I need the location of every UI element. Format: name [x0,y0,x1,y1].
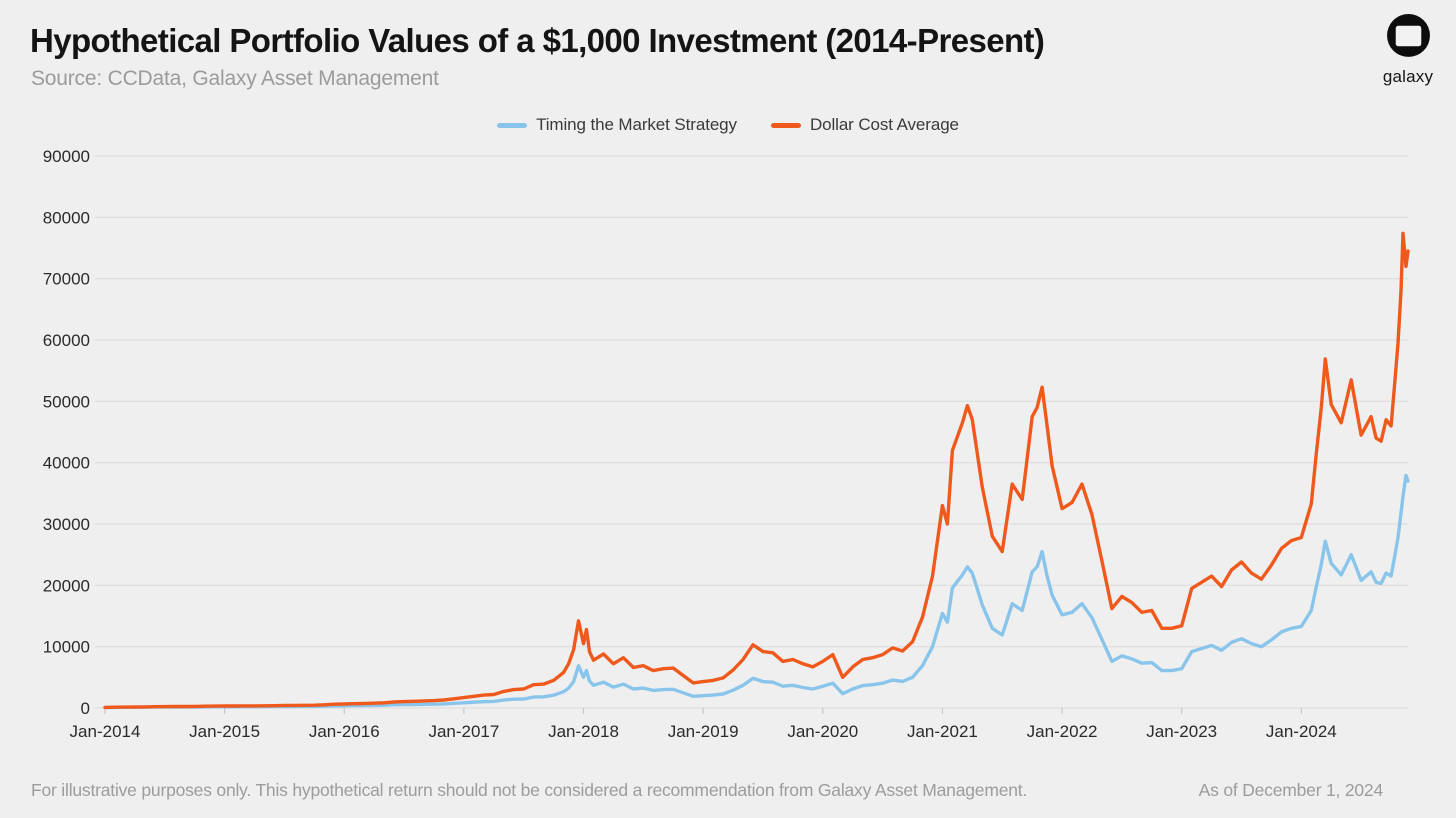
y-axis-tick-label: 20000 [43,576,90,595]
y-axis-tick-label: 40000 [43,454,90,473]
series-line-dollar-cost-average [103,231,1410,710]
galaxy-logo: galaxy [1378,14,1438,87]
legend-label-timing: Timing the Market Strategy [536,115,737,134]
x-axis-tick-label: Jan-2022 [1027,722,1098,741]
x-axis-tick-label: Jan-2015 [189,722,260,741]
timing-line-swatch-icon [497,122,528,128]
dca-line-swatch-icon [770,122,801,128]
y-axis-tick-label: 50000 [43,392,90,411]
y-axis-tick-label: 60000 [43,331,90,350]
x-axis-tick-label: Jan-2017 [428,722,499,741]
x-axis-tick-label: Jan-2019 [668,722,739,741]
x-axis-tick-label: Jan-2021 [907,722,978,741]
y-axis-tick-label: 90000 [43,147,90,166]
as-of-date: As of December 1, 2024 [1198,780,1384,800]
y-axis-tick-label: 10000 [43,638,90,657]
y-axis-tick-label: 0 [81,699,90,718]
galaxy-logo-text: galaxy [1382,67,1434,86]
chart-legend: Timing the Market Strategy Dollar Cost A… [0,115,1456,135]
y-axis-tick-label: 30000 [43,515,90,534]
y-axis-tick-label: 70000 [43,270,90,289]
disclaimer-text: For illustrative purposes only. This hyp… [31,780,1028,800]
series-line-timing-the-market-strategy [103,473,1410,710]
y-axis-tick-label: 80000 [43,208,90,227]
x-axis-tick-label: Jan-2014 [70,722,141,741]
legend-item-dca: Dollar Cost Average [770,115,959,135]
legend-label-dca: Dollar Cost Average [809,115,959,134]
x-axis-tick-label: Jan-2016 [309,722,380,741]
galaxy-helmet-icon [1385,14,1432,64]
legend-item-timing: Timing the Market Strategy [497,115,737,135]
x-axis-tick-label: Jan-2024 [1266,722,1337,741]
x-axis-tick-label: Jan-2020 [787,722,858,741]
x-axis-tick-label: Jan-2023 [1146,722,1217,741]
x-axis-tick-label: Jan-2018 [548,722,619,741]
chart-source-subtitle: Source: CCData, Galaxy Asset Management [31,67,439,90]
page-title: Hypothetical Portfolio Values of a $1,00… [30,22,1045,59]
